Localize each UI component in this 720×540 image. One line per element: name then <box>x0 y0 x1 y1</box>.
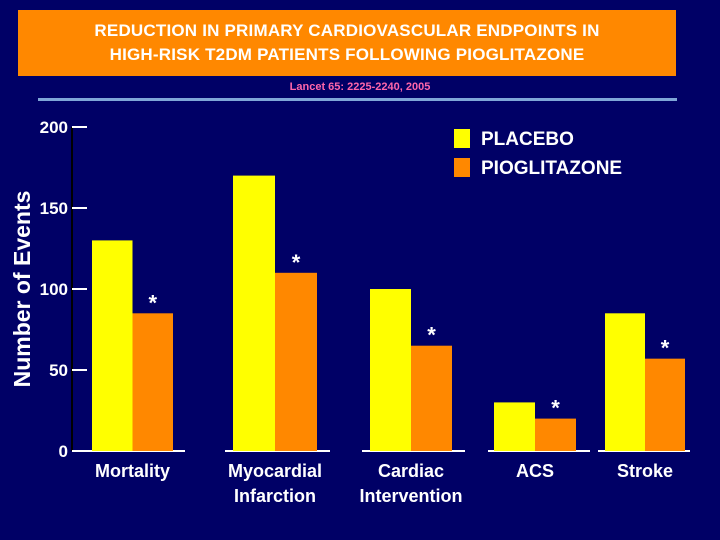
y-tick-label: 100 <box>40 280 68 299</box>
y-tick-label: 150 <box>40 199 68 218</box>
citation: Lancet 65: 2225-2240, 2005 <box>289 81 431 93</box>
bar-placebo <box>494 402 535 451</box>
significance-star: * <box>292 250 301 275</box>
significance-star: * <box>148 290 157 315</box>
significance-star: * <box>551 396 560 421</box>
significance-star: * <box>427 323 436 348</box>
bar-pioglitazone <box>411 345 452 451</box>
category-label: Infarction <box>234 486 316 506</box>
legend-label: PLACEBO <box>481 129 574 150</box>
category-label: Intervention <box>359 486 462 506</box>
y-tick-label: 50 <box>49 361 68 380</box>
y-axis-label: Number of Events <box>9 191 35 388</box>
bar-pioglitazone <box>645 358 685 451</box>
category-label: Mortality <box>95 461 170 481</box>
title-box: REDUCTION IN PRIMARY CARDIOVASCULAR ENDP… <box>18 10 676 76</box>
category-label: ACS <box>516 461 554 481</box>
bar-pioglitazone <box>132 313 173 451</box>
divider-rule <box>38 98 677 101</box>
bar-placebo <box>92 240 133 451</box>
category-label: Myocardial <box>228 461 322 481</box>
significance-star: * <box>661 336 670 361</box>
chart-title: REDUCTION IN PRIMARY CARDIOVASCULAR ENDP… <box>94 21 600 64</box>
bar-pioglitazone <box>535 418 576 451</box>
category-label: Stroke <box>617 461 673 481</box>
category-label: Cardiac <box>378 461 444 481</box>
bar-pioglitazone <box>275 272 317 451</box>
legend-swatch <box>454 129 470 148</box>
y-tick-label: 0 <box>59 442 68 461</box>
y-tick-label: 200 <box>40 118 68 137</box>
bar-placebo <box>370 289 411 451</box>
bar-placebo <box>233 175 275 451</box>
legend-label: PIOGLITAZONE <box>481 158 622 179</box>
bar-placebo <box>605 313 645 451</box>
legend-swatch <box>454 158 470 177</box>
